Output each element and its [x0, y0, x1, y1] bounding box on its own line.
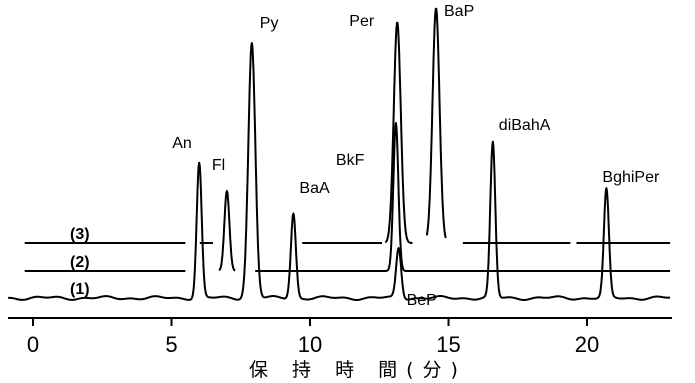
peak-label: Fl: [212, 157, 225, 174]
trace-1: [7, 42, 671, 301]
peak-label: BeP: [407, 292, 437, 309]
peak-label: BghiPer: [602, 169, 660, 186]
x-axis-ticks: 0 5 10 15 20: [27, 318, 599, 357]
peak-label: Per: [349, 13, 375, 30]
peak-labels: An Fl Py BaA BkF Per BaP BeP diBahA BghiPer: [172, 3, 660, 309]
chromatogram-traces: [7, 7, 671, 301]
series-labels: (1) (2) (3): [70, 226, 90, 298]
peak-label: BaA: [299, 180, 330, 197]
x-tick-label: 5: [165, 332, 177, 357]
peak-label: BkF: [336, 152, 365, 169]
peak-label: diBahA: [499, 117, 551, 134]
peak-label: BaP: [444, 3, 474, 20]
trace-label: (1): [70, 281, 90, 298]
trace-label: (3): [70, 226, 90, 243]
x-tick-label: 0: [27, 332, 39, 357]
trace-label: (2): [70, 254, 90, 271]
x-tick-label: 10: [298, 332, 322, 357]
trace-2: [24, 122, 671, 272]
x-tick-label: 20: [575, 332, 599, 357]
x-axis-title: 保 持 時 間(分): [249, 359, 467, 381]
peak-label: Py: [260, 15, 279, 32]
peak-label: An: [172, 135, 192, 152]
trace-3: [24, 7, 671, 244]
x-tick-label: 15: [436, 332, 460, 357]
